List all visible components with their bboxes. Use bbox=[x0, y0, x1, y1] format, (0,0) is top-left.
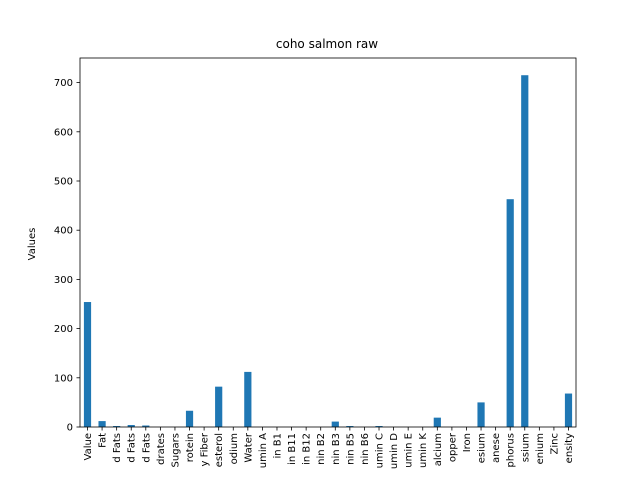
bar bbox=[564, 393, 573, 427]
x-tick-label: Zinc bbox=[549, 433, 560, 454]
y-axis-label: Values bbox=[27, 228, 38, 261]
y-tick-label: 600 bbox=[54, 127, 73, 138]
x-tick-label: d Fats bbox=[127, 433, 138, 463]
bar bbox=[244, 371, 252, 427]
y-tick-label: 300 bbox=[54, 275, 73, 286]
x-tick-label: anese bbox=[491, 433, 502, 463]
y-axis-ticks: 0 100 200 300 400 500 600 700 bbox=[54, 78, 80, 434]
bar bbox=[142, 425, 150, 427]
x-tick-label: nin B6 bbox=[360, 433, 371, 465]
x-tick-label: Fat bbox=[98, 433, 109, 448]
bar bbox=[83, 302, 92, 427]
x-tick-label: umin C bbox=[375, 433, 386, 468]
x-tick-label: nin B3 bbox=[331, 433, 342, 465]
y-tick-label: 400 bbox=[54, 226, 73, 237]
y-tick-label: 500 bbox=[54, 177, 73, 188]
x-tick-label: in B11 bbox=[287, 433, 298, 465]
x-tick-label: ensity bbox=[564, 433, 575, 463]
x-tick-label: umin E bbox=[404, 433, 415, 468]
x-tick-label: odium bbox=[229, 433, 240, 464]
bar bbox=[331, 421, 339, 427]
x-tick-label: esterol bbox=[214, 433, 225, 467]
x-tick-label: Sugars bbox=[170, 433, 181, 467]
x-tick-label: in B1 bbox=[272, 433, 283, 459]
x-tick-label: d Fats bbox=[141, 433, 152, 463]
x-tick-label: umin A bbox=[258, 433, 269, 468]
x-tick-label: opper bbox=[447, 432, 458, 462]
bar bbox=[98, 421, 106, 427]
x-tick-label: umin D bbox=[389, 433, 400, 469]
y-tick-label: 700 bbox=[54, 78, 73, 89]
x-tick-label: Iron bbox=[462, 433, 473, 452]
bar bbox=[521, 75, 529, 427]
bar bbox=[127, 425, 135, 427]
x-tick-label: d Fats bbox=[112, 433, 123, 463]
x-tick-label: esium bbox=[477, 433, 488, 463]
bar bbox=[113, 426, 121, 427]
bars-group bbox=[83, 75, 573, 427]
x-tick-label: drates bbox=[156, 433, 167, 465]
chart-title: coho salmon raw bbox=[276, 37, 378, 51]
x-tick-label: y Fiber bbox=[200, 432, 211, 466]
bar bbox=[433, 417, 441, 427]
x-tick-label: in B12 bbox=[302, 433, 313, 465]
y-tick-label: 100 bbox=[54, 373, 73, 384]
y-tick-label: 200 bbox=[54, 324, 73, 335]
bar bbox=[477, 402, 485, 427]
x-axis-ticks: Value Fat d Fats d Fats d Fats drates Sugars ro… bbox=[83, 427, 575, 469]
x-tick-label: nin B5 bbox=[345, 433, 356, 465]
x-tick-label: Value bbox=[83, 433, 94, 460]
x-tick-label: umin K bbox=[418, 433, 429, 468]
bar bbox=[346, 426, 354, 427]
x-tick-label: alcium bbox=[433, 433, 444, 466]
x-tick-label: phorus bbox=[506, 433, 517, 467]
x-tick-label: Water bbox=[243, 432, 254, 462]
bar bbox=[375, 426, 383, 427]
y-tick-label: 0 bbox=[67, 423, 73, 434]
x-tick-label: rotein bbox=[185, 433, 196, 462]
plot-area-frame bbox=[79, 57, 577, 428]
bar bbox=[506, 199, 514, 427]
x-tick-label: ssium bbox=[520, 433, 531, 462]
bar bbox=[215, 386, 223, 427]
x-tick-label: enium bbox=[535, 433, 546, 464]
bar bbox=[185, 410, 194, 427]
x-tick-label: nin B2 bbox=[316, 433, 327, 465]
